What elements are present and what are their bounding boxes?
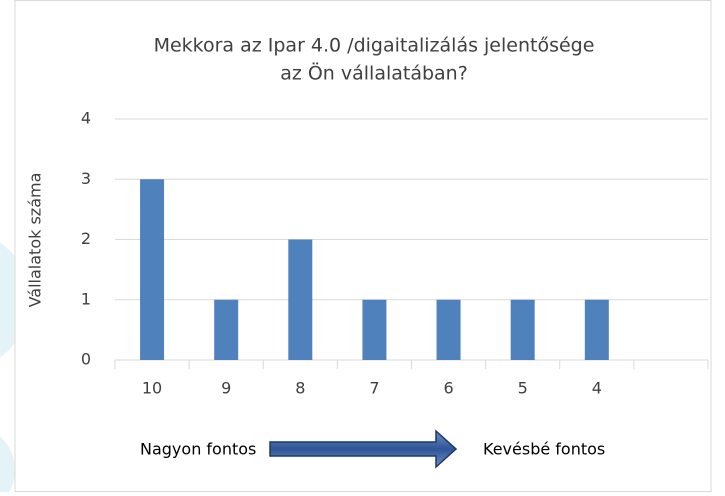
- x-tick-label: 5: [518, 379, 528, 398]
- chart-frame: [14, 0, 712, 492]
- x-tick-label: 4: [592, 379, 602, 398]
- bar: [510, 299, 535, 360]
- y-tick-label: 4: [81, 109, 91, 128]
- chart-title: az Ön vállalatában?: [280, 62, 468, 85]
- annotation: Kevésbé fontos: [483, 440, 605, 459]
- y-axis-label: Vállalatok száma: [26, 173, 45, 308]
- y-tick-label: 2: [81, 229, 91, 248]
- bar: [214, 299, 239, 360]
- y-tick-label: 3: [81, 169, 91, 188]
- y-tick-label: 0: [81, 350, 91, 369]
- x-tick-label: 9: [221, 379, 231, 398]
- bar: [436, 299, 461, 360]
- decoration: [0, 436, 15, 496]
- arrow: [269, 429, 458, 469]
- x-tick-label: 6: [443, 379, 453, 398]
- annotation: Nagyon fontos: [140, 440, 256, 459]
- bar: [584, 299, 609, 360]
- chart-title: Mekkora az Ipar 4.0 /digaitalizálás jele…: [154, 35, 595, 57]
- x-tick-label: 8: [295, 379, 305, 398]
- x-tick-label: 10: [142, 379, 162, 398]
- bar: [140, 179, 165, 360]
- bar: [362, 299, 387, 360]
- x-tick-label: 7: [369, 379, 379, 398]
- y-tick-label: 1: [81, 289, 91, 308]
- bar: [288, 239, 313, 360]
